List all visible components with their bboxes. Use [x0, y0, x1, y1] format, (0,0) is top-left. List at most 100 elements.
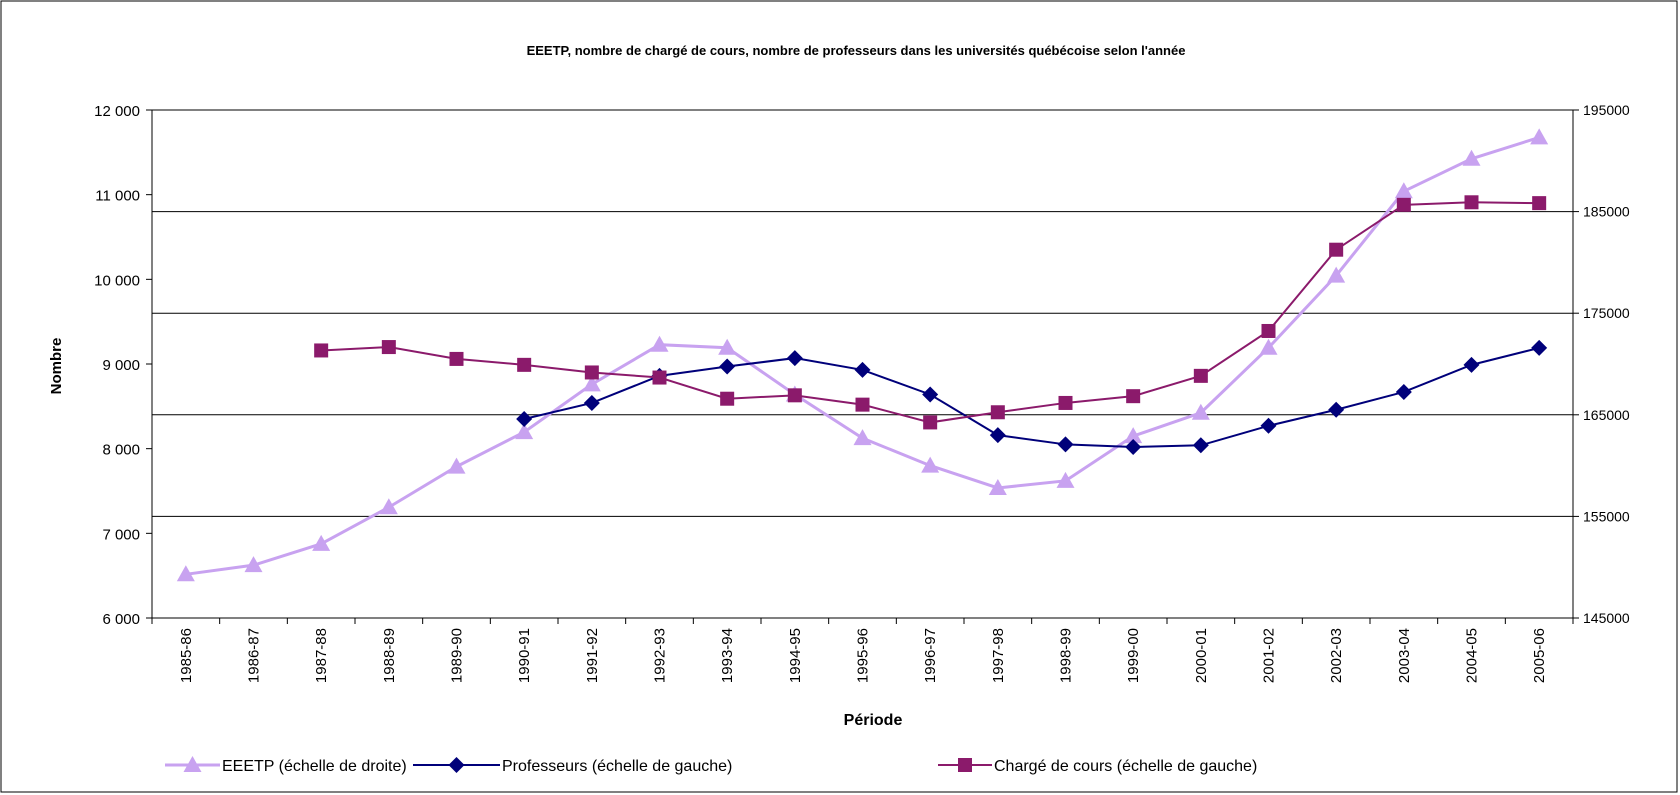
data-point	[1329, 242, 1344, 257]
series-layer	[176, 128, 1549, 582]
left-tick-label: 11 000	[95, 188, 140, 205]
data-point	[584, 365, 599, 380]
data-point	[1396, 197, 1411, 212]
x-tick-label: 2002-03	[1328, 628, 1345, 683]
x-axis-ticks: 1985-86 1986-87 1987-88 1988-89 1989-90 1990-…	[151, 618, 1574, 683]
legend-item: EEETP (échelle de droite)	[165, 756, 407, 775]
data-point	[449, 351, 464, 366]
chart-title: EEETP, nombre de chargé de cours, nombre…	[527, 43, 1186, 58]
x-tick-label: 1993-94	[719, 628, 736, 683]
x-tick-label: 2003-04	[1396, 628, 1413, 683]
x-tick-label: 1987-88	[313, 628, 330, 683]
series-2	[516, 339, 1548, 455]
data-point	[244, 556, 263, 573]
data-point	[1464, 195, 1479, 210]
left-tick-label: 6 000	[102, 611, 140, 628]
data-point	[853, 429, 872, 446]
left-tick-label: 9 000	[102, 357, 140, 374]
x-tick-label: 1989-90	[449, 628, 466, 683]
right-tick-label: 195000	[1583, 102, 1630, 118]
right-tick-label: 155000	[1583, 508, 1630, 524]
series-3	[314, 195, 1547, 430]
data-point	[1531, 339, 1548, 356]
legend-marker	[448, 757, 465, 773]
data-point	[650, 335, 669, 352]
data-point	[515, 423, 534, 440]
x-tick-label: 2000-01	[1193, 628, 1210, 683]
data-point	[314, 343, 329, 358]
data-point	[1261, 323, 1276, 338]
data-point	[1328, 401, 1345, 418]
data-point	[312, 534, 331, 551]
legend-label: Chargé de cours (échelle de gauche)	[994, 758, 1257, 775]
legend-marker	[183, 756, 202, 772]
legend: EEETP (échelle de droite) Professeurs (éc…	[165, 756, 1257, 775]
data-point	[1126, 389, 1141, 404]
x-tick-label: 2004-05	[1464, 628, 1481, 683]
data-point	[1532, 196, 1547, 211]
right-tick-label: 175000	[1583, 305, 1630, 321]
data-point	[583, 394, 600, 411]
x-tick-label: 1998-99	[1058, 628, 1075, 683]
data-point	[923, 415, 938, 430]
data-point	[447, 457, 466, 474]
x-tick-label: 1992-93	[652, 628, 669, 683]
data-point	[1058, 395, 1073, 410]
data-point	[921, 456, 940, 473]
x-tick-label: 1986-87	[246, 628, 263, 683]
x-axis-label: Période	[844, 712, 903, 729]
x-tick-label: 1988-89	[381, 628, 398, 683]
right-tick-label: 145000	[1583, 610, 1630, 626]
data-point	[1394, 182, 1413, 199]
data-point	[854, 361, 871, 378]
data-point	[1124, 427, 1143, 444]
legend-marker	[958, 758, 972, 772]
data-point	[517, 357, 532, 372]
data-point	[652, 370, 667, 385]
left-axis-ticks: 6 000 7 000 8 000 9 000 10 000 11 000 12 000	[94, 103, 152, 628]
data-point	[1056, 471, 1075, 488]
right-tick-label: 165000	[1583, 407, 1630, 423]
data-point	[176, 565, 195, 582]
data-point	[516, 411, 533, 428]
legend-label: Professeurs (échelle de gauche)	[502, 758, 732, 775]
left-tick-label: 8 000	[102, 442, 140, 459]
x-tick-label: 2001-02	[1261, 628, 1278, 683]
data-point	[381, 340, 396, 355]
x-tick-label: 1999-00	[1125, 628, 1142, 683]
x-tick-label: 1990-91	[516, 628, 533, 683]
data-point	[718, 338, 737, 355]
legend-label: EEETP (échelle de droite)	[222, 758, 407, 775]
data-point	[1395, 383, 1412, 400]
left-tick-label: 7 000	[102, 526, 140, 543]
data-point	[582, 375, 601, 392]
x-tick-label: 1997-98	[990, 628, 1007, 683]
data-point	[990, 405, 1005, 420]
legend-item: Professeurs (échelle de gauche)	[413, 757, 732, 775]
x-tick-label: 1991-92	[584, 628, 601, 683]
left-tick-label: 10 000	[94, 272, 140, 289]
series-1	[176, 128, 1549, 582]
x-tick-label: 1996-97	[922, 628, 939, 683]
left-tick-label: 12 000	[94, 103, 140, 120]
data-point	[379, 498, 398, 515]
right-tick-label: 185000	[1583, 204, 1630, 220]
data-point	[1260, 417, 1277, 434]
data-point	[1192, 437, 1209, 454]
data-point	[989, 427, 1006, 444]
series-line	[523, 346, 1540, 448]
data-point	[1125, 438, 1142, 455]
data-point	[786, 350, 803, 367]
x-tick-label: 1995-96	[855, 628, 872, 683]
data-point	[855, 397, 870, 412]
data-point	[1193, 368, 1208, 383]
data-point	[1327, 266, 1346, 283]
data-point	[1259, 338, 1278, 355]
x-tick-label: 1985-86	[178, 628, 195, 683]
legend-item: Chargé de cours (échelle de gauche)	[938, 758, 1257, 775]
data-point	[1462, 149, 1481, 166]
data-point	[719, 358, 736, 375]
x-tick-label: 1994-95	[787, 628, 804, 683]
